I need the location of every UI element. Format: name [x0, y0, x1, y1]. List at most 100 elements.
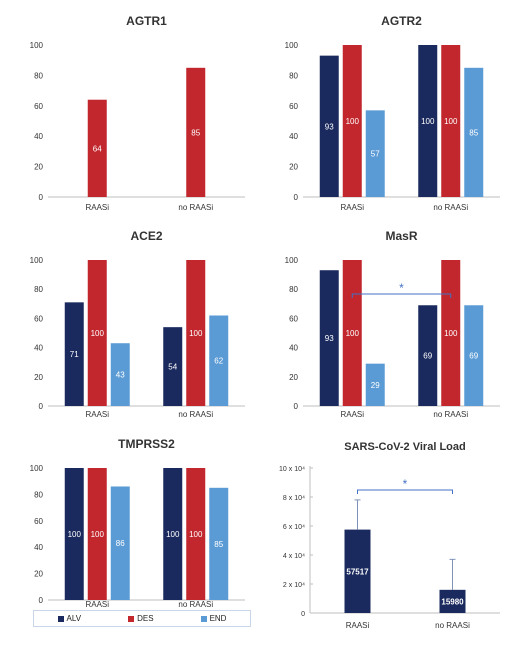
- legend-item-alv: ALV: [57, 614, 82, 623]
- chart-viral-load-bar-alv-1: [439, 589, 466, 613]
- chart-agtr2-svg: AGTR2 0 20 40 60 80 100 93 100 57 RAASi 100 100 85 no …: [285, 14, 500, 212]
- chart-tmprss2-svg: TMPRSS2 0 20 40 60 80 100 100 100 86 RAASi 100 100 85…: [30, 437, 245, 609]
- chart-viral-load-significance-star: *: [403, 477, 408, 491]
- chart-viral-load-ytick-label: 2 x 10⁴: [283, 582, 305, 589]
- chart-ace2-data-label-alv-0: 71: [70, 350, 79, 359]
- chart-tmprss2-ytick-label: 60: [34, 517, 43, 526]
- chart-viral-load-category-label: RAASi: [346, 621, 370, 630]
- chart-ace2-svg: ACE2 0 20 40 60 80 100 71 100 43 RAASi 54 100 62 no RA…: [30, 229, 245, 419]
- chart-tmprss2-data-label-alv-0: 100: [68, 530, 82, 539]
- chart-agtr2: AGTR2 0 20 40 60 80 100 93 100 57 RAASi 100 100 85 no …: [260, 5, 510, 220]
- chart-masr-data-label-des-0: 100: [346, 329, 360, 338]
- chart-legend: ALV DES END: [33, 610, 251, 627]
- chart-tmprss2-category-label: RAASi: [85, 600, 109, 609]
- chart-viral-load-svg: SARS-CoV-2 Viral Load 0 2 x 10⁴ 4 x 10⁴ 6 x …: [279, 441, 500, 630]
- chart-agtr2-data-label-des-0: 100: [346, 117, 360, 126]
- chart-ace2-category-label: no RAASi: [178, 410, 213, 419]
- chart-masr-ytick-label: 0: [294, 402, 299, 411]
- chart-viral-load-ytick-label: 0: [301, 611, 305, 618]
- chart-agtr1: AGTR1 0 20 40 60 80 100 64 RAASi 85 no RAASi: [5, 5, 255, 220]
- chart-ace2-ytick-label: 100: [30, 256, 44, 265]
- chart-viral-load: SARS-CoV-2 Viral Load 0 2 x 10⁴ 4 x 10⁴ 6 x …: [260, 430, 515, 640]
- chart-agtr1-category-label: no RAASi: [178, 203, 213, 212]
- chart-masr-ytick-label: 40: [289, 344, 298, 353]
- chart-ace2-bar-alv-0: [64, 302, 84, 406]
- chart-masr-category-label: RAASi: [340, 410, 364, 419]
- chart-agtr2-ytick-label: 80: [289, 71, 298, 80]
- chart-masr-category-label: no RAASi: [433, 410, 468, 419]
- chart-tmprss2-data-label-alv-1: 100: [166, 530, 180, 539]
- chart-masr-bar-end-1: [464, 305, 484, 406]
- chart-ace2-bar-end-1: [209, 315, 229, 406]
- legend-label-des: DES: [137, 614, 154, 623]
- chart-agtr2-ytick-label: 40: [289, 132, 298, 141]
- chart-agtr2-data-label-des-1: 100: [444, 117, 458, 126]
- legend-item-end: END: [200, 614, 226, 623]
- chart-viral-load-ytick-label: 4 x 10⁴: [283, 553, 305, 560]
- legend-swatch-end: [200, 615, 207, 622]
- chart-masr-bar-end-0: [365, 363, 385, 406]
- legend-swatch-alv: [57, 615, 64, 622]
- chart-ace2-ytick-label: 60: [34, 314, 43, 323]
- chart-agtr2-ytick-label: 100: [285, 41, 299, 50]
- chart-agtr2-bar-alv-1: [418, 45, 438, 197]
- legend-swatch-des: [128, 615, 135, 622]
- chart-agtr2-data-label-alv-1: 100: [421, 117, 435, 126]
- legend-label-alv: ALV: [66, 614, 82, 623]
- chart-ace2: ACE2 0 20 40 60 80 100 71 100 43 RAASi 54 100 62 no RA…: [5, 220, 255, 420]
- chart-agtr2-category-label: RAASi: [340, 203, 364, 212]
- chart-masr-bar-alv-1: [418, 305, 438, 406]
- chart-agtr1-bar-des-0: [87, 99, 107, 197]
- chart-ace2-bar-end-0: [110, 343, 130, 406]
- chart-tmprss2-ytick-label: 20: [34, 570, 43, 579]
- chart-masr-ytick-label: 80: [289, 285, 298, 294]
- chart-agtr2-bar-end-0: [365, 110, 385, 197]
- chart-agtr1-data-label-des-1: 85: [191, 128, 200, 137]
- chart-agtr2-bar-alv-0: [319, 55, 339, 197]
- chart-agtr1-ytick-label: 20: [34, 163, 43, 172]
- chart-agtr2-bar-des-0: [342, 45, 362, 197]
- chart-viral-load-bar-alv-0: [344, 529, 371, 613]
- chart-tmprss2-bar-end-0: [110, 486, 130, 600]
- chart-viral-load-category-label: no RAASi: [435, 621, 470, 630]
- chart-agtr1-data-label-des-0: 64: [93, 144, 102, 153]
- chart-masr-bar-des-1: [441, 260, 461, 406]
- chart-ace2-data-label-end-1: 62: [214, 357, 223, 366]
- chart-agtr2-title: AGTR2: [381, 14, 422, 28]
- chart-ace2-data-label-des-0: 100: [91, 329, 105, 338]
- chart-tmprss2-bar-end-1: [209, 487, 229, 600]
- chart-ace2-bar-des-1: [186, 260, 206, 406]
- chart-agtr2-data-label-end-1: 85: [469, 128, 478, 137]
- chart-tmprss2-data-label-end-1: 85: [214, 540, 223, 549]
- chart-masr-data-label-end-1: 69: [469, 352, 478, 361]
- chart-tmprss2-title: TMPRSS2: [118, 437, 175, 451]
- chart-agtr1-ytick-label: 80: [34, 71, 43, 80]
- chart-tmprss2-ytick-label: 40: [34, 543, 43, 552]
- chart-viral-load-title: SARS-CoV-2 Viral Load: [344, 441, 465, 453]
- legend-item-des: DES: [128, 614, 154, 623]
- chart-tmprss2-bar-alv-1: [163, 468, 183, 600]
- chart-tmprss2-ytick-label: 100: [30, 464, 44, 473]
- chart-agtr1-ytick-label: 0: [39, 193, 44, 202]
- chart-masr-significance-star: *: [399, 281, 404, 295]
- chart-masr-data-label-end-0: 29: [371, 381, 380, 390]
- chart-agtr1-ytick-label: 100: [30, 41, 44, 50]
- chart-viral-load-data-label-alv-1: 15980: [441, 597, 464, 606]
- chart-ace2-data-label-alv-1: 54: [168, 363, 177, 372]
- chart-tmprss2-data-label-des-1: 100: [189, 530, 203, 539]
- chart-agtr2-ytick-label: 60: [289, 102, 298, 111]
- chart-viral-load-data-label-alv-0: 57517: [346, 567, 369, 576]
- chart-viral-load-significance-bracket: [357, 489, 453, 494]
- chart-ace2-ytick-label: 20: [34, 373, 43, 382]
- chart-viral-load-ytick-label: 6 x 10⁴: [283, 524, 305, 531]
- chart-masr-significance-bracket: [351, 293, 452, 298]
- chart-viral-load-ytick-label: 10 x 10⁴: [279, 466, 305, 473]
- chart-masr-ytick-label: 60: [289, 314, 298, 323]
- chart-agtr2-bar-end-1: [464, 67, 484, 197]
- chart-tmprss2-ytick-label: 0: [39, 596, 44, 605]
- chart-ace2-category-label: RAASi: [85, 410, 109, 419]
- chart-tmprss2-bar-alv-0: [64, 468, 84, 600]
- chart-ace2-ytick-label: 40: [34, 344, 43, 353]
- chart-ace2-title: ACE2: [130, 229, 162, 243]
- chart-tmprss2-category-label: no RAASi: [178, 600, 213, 609]
